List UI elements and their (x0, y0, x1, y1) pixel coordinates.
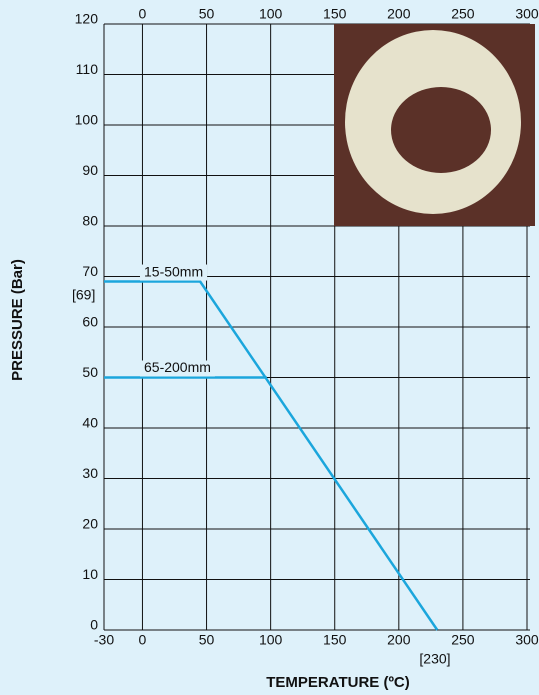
y-tick-label: 50 (82, 364, 98, 380)
x2-tick-label: 200 (387, 6, 411, 22)
x2-tick-label: 250 (451, 6, 475, 22)
x-tick-label: 300 (515, 632, 539, 648)
x2-tick-label: 300 (515, 6, 539, 22)
y-tick-label: 60 (82, 314, 98, 330)
x2-tick-label: 50 (199, 6, 215, 22)
x-tick-label: 50 (199, 632, 215, 648)
y-tick-label: 20 (82, 516, 98, 532)
x-tick-label: 150 (323, 632, 347, 648)
series-line (104, 280, 439, 631)
x2-tick-label: 100 (259, 6, 283, 22)
x-tick-label: -30 (94, 632, 114, 648)
y-tick-label: 80 (82, 213, 98, 229)
x-tick-label: 200 (387, 632, 411, 648)
x2-tick-label: 150 (323, 6, 347, 22)
y-tick-label: 40 (82, 415, 98, 431)
y-tick-label: 110 (76, 61, 99, 77)
annotation: [230] (419, 651, 450, 667)
y-tick-label: 30 (82, 465, 98, 481)
y-axis-label: PRESSURE (Bar) (9, 259, 26, 381)
x-tick-label: 100 (259, 632, 283, 648)
y-tick-label: 70 (82, 263, 98, 279)
series-label: 15-50mm (144, 263, 203, 279)
y-tick-label: 120 (75, 11, 99, 27)
x-tick-label: 250 (451, 632, 475, 648)
x-axis-label: TEMPERATURE (ºC) (266, 674, 410, 691)
y-tick-label: 90 (82, 162, 98, 178)
label-bg (140, 360, 215, 377)
annotation: [69] (72, 287, 95, 303)
y-tick-label: 0 (90, 617, 98, 633)
series-label: 65-200mm (144, 359, 211, 375)
y-tick-label: 100 (75, 112, 99, 128)
x2-tick-label: 0 (139, 6, 147, 22)
y-tick-label: 10 (82, 566, 98, 582)
photo (334, 24, 535, 226)
ring-hole (391, 87, 491, 173)
label-bg (140, 264, 208, 281)
x-tick-label: 0 (139, 632, 147, 648)
